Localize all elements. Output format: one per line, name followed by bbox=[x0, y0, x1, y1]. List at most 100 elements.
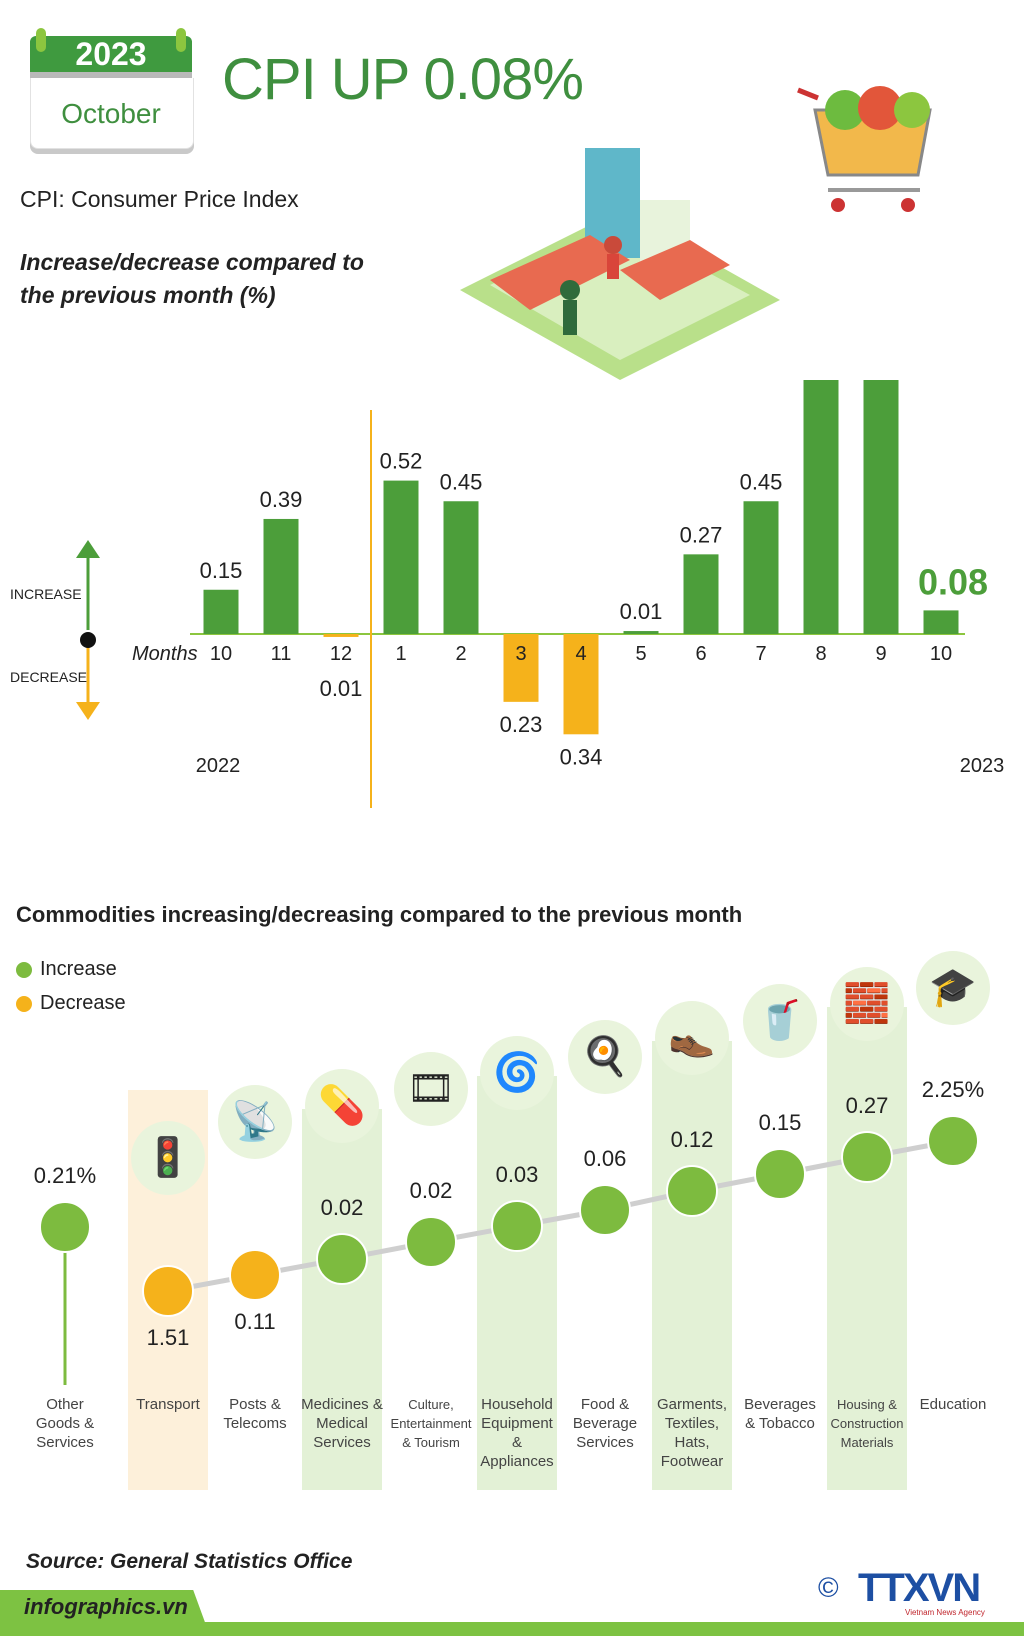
food-plate-icon: 🍳 bbox=[568, 1020, 642, 1094]
bar-value-label: 0.45 bbox=[440, 469, 483, 494]
bar-1 bbox=[263, 518, 299, 634]
commodity-dot-4 bbox=[405, 1216, 457, 1268]
month-tick: 5 bbox=[635, 643, 646, 665]
bar-value-label: 0.01 bbox=[620, 599, 663, 624]
commodity-label: Beverages & Tobacco bbox=[744, 1396, 816, 1432]
legend-increase: Increase bbox=[16, 958, 117, 981]
commodity-label: Housing & Construction Materials bbox=[830, 1397, 904, 1450]
commodity-value: 0.06 bbox=[583, 1146, 627, 1171]
legend-label: Decrease bbox=[40, 992, 126, 1014]
month-tick: 7 bbox=[755, 643, 766, 665]
footer-bar bbox=[0, 1622, 1024, 1636]
bar-0 bbox=[203, 589, 239, 634]
bar-value-label: 0.15 bbox=[200, 558, 243, 583]
month-tick: 3 bbox=[515, 643, 526, 665]
commodity-value: 0.03 bbox=[495, 1162, 539, 1187]
month-tick: 6 bbox=[695, 643, 706, 665]
commodity-value: 0.11 bbox=[234, 1309, 276, 1334]
bar-value-label: 0.45 bbox=[740, 469, 783, 494]
legend-label: Increase bbox=[40, 958, 117, 980]
commodity-label: Other Goods & Services bbox=[35, 1396, 95, 1451]
month-tick: 9 bbox=[875, 643, 886, 665]
graduation-cap-icon: 🎓 bbox=[916, 951, 990, 1025]
commodity-label: Food & Beverage Services bbox=[572, 1396, 638, 1451]
commodity-dot-6 bbox=[579, 1184, 631, 1236]
calendar-ring-icon bbox=[176, 28, 186, 52]
increase-label: INCREASE bbox=[10, 586, 82, 602]
calendar-year: 2023 bbox=[75, 36, 147, 72]
commodity-dot-1 bbox=[142, 1265, 194, 1317]
commodity-label: Household Equipment & Appliances bbox=[480, 1396, 554, 1470]
bar-6 bbox=[563, 634, 599, 735]
film-reel-icon: 🎞 bbox=[394, 1052, 468, 1126]
calendar-month: October bbox=[61, 98, 161, 129]
source-note: Source: General Statistics Office bbox=[26, 1550, 353, 1573]
website-link[interactable]: infographics.vn bbox=[24, 1594, 188, 1619]
commodity-value: 0.21% bbox=[33, 1163, 97, 1188]
x-axis-label: Months bbox=[132, 643, 198, 665]
commodity-dot-5 bbox=[491, 1200, 543, 1252]
trend-line bbox=[167, 1138, 954, 1294]
commodity-dot-10 bbox=[927, 1115, 979, 1167]
chart-title: Increase/decrease compared to the previo… bbox=[20, 249, 364, 308]
month-tick: 12 bbox=[330, 643, 352, 665]
commodity-label: Transport bbox=[136, 1396, 200, 1413]
monthly-cpi-bar-chart: INCREASE DECREASE Months 2022 2023 10 0.15 11 0.… bbox=[10, 380, 1005, 808]
increase-dot-icon bbox=[16, 961, 32, 978]
washing-machine-icon: 🌀 bbox=[480, 1036, 554, 1110]
drink-cigarettes-icon: 🥤 bbox=[743, 984, 817, 1058]
bar-2 bbox=[323, 634, 359, 637]
logo-subtitle: Vietnam News Agency bbox=[905, 1608, 985, 1617]
month-tick: 4 bbox=[575, 643, 586, 665]
bar-value-label: 0.52 bbox=[380, 449, 423, 474]
column-highlight bbox=[302, 1109, 382, 1490]
bar-12 bbox=[923, 610, 959, 634]
pill-icon: 💊 bbox=[305, 1069, 379, 1143]
month-tick: 11 bbox=[271, 643, 292, 665]
page-title: CPI UP 0.08% bbox=[222, 47, 584, 112]
bar-value-label: 0.23 bbox=[500, 712, 543, 737]
bar-value-label: 0.08 bbox=[918, 561, 988, 602]
commodity-label: Medicines & Medical Services bbox=[301, 1396, 383, 1451]
copyright-icon: © bbox=[818, 1572, 839, 1603]
commodity-dot-7 bbox=[666, 1165, 718, 1217]
footer-tab bbox=[0, 1590, 210, 1636]
bar-8 bbox=[683, 554, 719, 634]
decrease-arrowhead-icon bbox=[76, 702, 100, 720]
bar-5 bbox=[503, 634, 539, 702]
commodity-label: Garments, Textiles, Hats, Footwear bbox=[656, 1396, 728, 1470]
bar-9 bbox=[743, 501, 779, 634]
month-tick: 1 bbox=[395, 643, 406, 665]
subtitle: CPI: Consumer Price Index bbox=[20, 186, 299, 212]
commodity-dot-0 bbox=[39, 1201, 91, 1253]
bricks-icon: 🧱 bbox=[830, 967, 904, 1041]
column-highlight bbox=[652, 1041, 732, 1490]
month-tick: 10 bbox=[930, 643, 952, 665]
increase-arrowhead-icon bbox=[76, 540, 100, 558]
commodity-value: 0.15 bbox=[758, 1110, 802, 1135]
year-label-end: 2023 bbox=[960, 755, 1005, 777]
month-tick: 10 bbox=[210, 643, 232, 665]
commodity-label: Posts & Telecoms bbox=[223, 1396, 287, 1432]
commodity-label: Culture, Entertainment & Tourism bbox=[390, 1397, 472, 1450]
bar-10 bbox=[803, 380, 839, 634]
bar-value-label: 0.01 bbox=[320, 676, 363, 701]
bar-3 bbox=[383, 480, 419, 634]
column-highlight bbox=[477, 1076, 557, 1490]
traffic-light-icon: 🚦 bbox=[131, 1121, 205, 1195]
commodity-dot-9 bbox=[841, 1131, 893, 1183]
commodity-value: 1.51 bbox=[146, 1325, 190, 1350]
commodity-dot-2 bbox=[229, 1249, 281, 1301]
column-highlight bbox=[827, 1007, 907, 1490]
calendar-ring-icon bbox=[36, 28, 46, 52]
antenna-tower-icon: 📡 bbox=[218, 1085, 292, 1159]
commodity-dot-3 bbox=[316, 1233, 368, 1285]
commodity-value: 0.12 bbox=[670, 1127, 714, 1152]
commodity-value: 2.25% bbox=[921, 1077, 985, 1102]
bar-value-label: 0.39 bbox=[260, 487, 303, 512]
commodity-label: Education bbox=[919, 1396, 987, 1413]
bar-value-label: 0.34 bbox=[560, 744, 603, 769]
commodities-title: Commodities increasing/decreasing compar… bbox=[16, 902, 743, 927]
commodity-value: 0.02 bbox=[409, 1178, 453, 1203]
